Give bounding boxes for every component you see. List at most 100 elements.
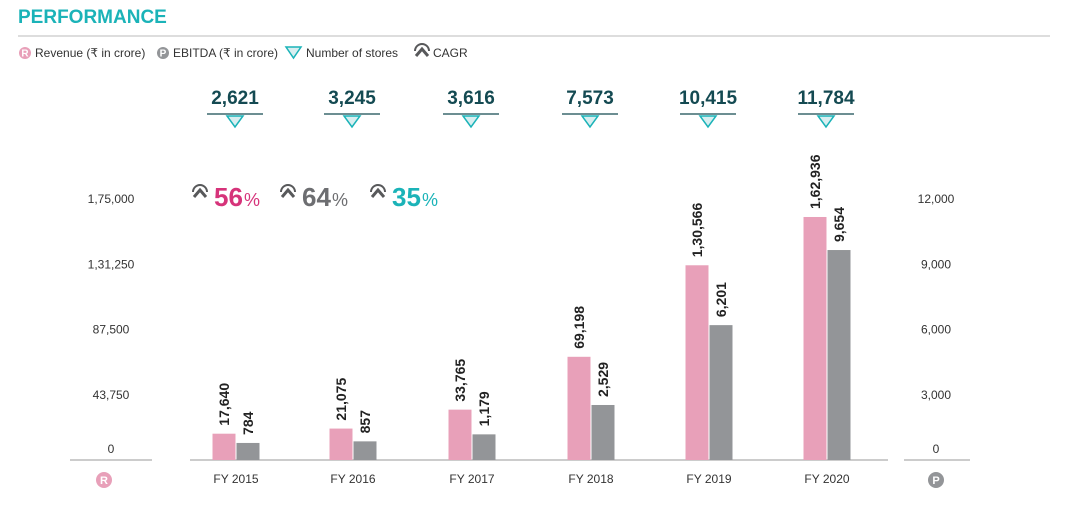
legend-label-revenue: Revenue (₹ in crore) — [35, 46, 145, 60]
legend-label-cagr: CAGR — [433, 46, 468, 60]
cagr-percent-sign: % — [422, 190, 438, 210]
revenue-bar — [567, 356, 591, 460]
right-axis: 0 3,000 6,000 9,000 12,000 — [918, 192, 955, 456]
right-axis-tick-label: 9,000 — [921, 257, 951, 271]
store-count-value: 2,621 — [211, 88, 259, 109]
category-label: FY 2020 — [804, 472, 849, 486]
left-axis-badge-letter: R — [100, 475, 108, 487]
left-axis: 0 43,750 87,500 1,31,250 1,75,000 — [88, 192, 135, 456]
category-label: FY 2015 — [213, 472, 258, 486]
ebitda-bar-label: 857 — [357, 410, 373, 434]
ebitda-bar-label: 9,654 — [831, 207, 847, 242]
revenue-bar — [803, 216, 827, 460]
store-count-value: 11,784 — [797, 88, 854, 109]
ebitda-bar-label: 2,529 — [595, 362, 611, 397]
category-label: FY 2018 — [568, 472, 613, 486]
cagr-arrow-chevron — [280, 187, 296, 198]
category-label: FY 2016 — [330, 472, 375, 486]
revenue-bar-label: 17,640 — [216, 383, 232, 426]
ebitda-bar — [472, 434, 496, 460]
cagr-arrow-arc — [414, 43, 430, 52]
revenue-badge-icon — [19, 47, 31, 59]
cagr-percent-sign: % — [244, 190, 260, 210]
cagr-arrow-chevron — [414, 46, 430, 57]
cagr-arrow-chevron — [370, 187, 386, 198]
ebitda-bar — [709, 325, 733, 460]
cagr-item: 64% — [280, 182, 348, 212]
revenue-axis-badge-icon — [96, 472, 112, 488]
store-count-value: 3,616 — [447, 88, 495, 109]
cagr-percent-sign: % — [332, 190, 348, 210]
store-count-item: 3,245 — [324, 88, 380, 129]
right-axis-tick-label: 0 — [933, 442, 940, 456]
down-triangle-icon — [225, 115, 245, 129]
revenue-bar-label: 69,198 — [571, 306, 587, 349]
right-axis-badge-letter: P — [932, 475, 939, 487]
revenue-bar-label: 1,62,936 — [807, 154, 823, 209]
cagr-arrow-chevron — [192, 187, 208, 198]
legend-item-stores: Number of stores — [284, 46, 398, 60]
revenue-bar-label: 21,075 — [333, 378, 349, 421]
store-count-item: 7,573 — [562, 88, 618, 129]
ebitda-bar-label: 6,201 — [713, 282, 729, 317]
legend-label-ebitda: EBITDA (₹ in crore) — [173, 46, 278, 60]
store-count-item: 10,415 — [679, 88, 738, 129]
cagr-arrow-icon — [280, 184, 296, 198]
bar-labels: 17,640 784 21,075 857 33,765 1,179 69,198 2,529… — [216, 154, 847, 435]
left-axis-tick-label: 43,750 — [93, 388, 130, 402]
revenue-bar-label: 33,765 — [452, 359, 468, 402]
cagr-item: 56% — [192, 182, 260, 212]
revenue-bar — [329, 428, 353, 460]
legend-label-stores: Number of stores — [306, 46, 398, 60]
ebitda-bar-label: 1,179 — [476, 391, 492, 426]
right-axis-tick-label: 3,000 — [921, 388, 951, 402]
ebitda-axis-badge-icon — [928, 472, 944, 488]
cagr-arrow-arc — [370, 184, 386, 193]
category-label: FY 2017 — [449, 472, 494, 486]
store-count-item: 3,616 — [443, 88, 499, 129]
cagr-value: 64 — [302, 182, 331, 212]
revenue-bar — [448, 409, 472, 460]
left-axis-tick-label: 1,75,000 — [88, 192, 135, 206]
legend-item-ebitda: P EBITDA (₹ in crore) — [157, 46, 278, 60]
revenue-bar — [212, 433, 236, 460]
left-axis-tick-label: 0 — [108, 442, 115, 456]
revenue-badge-letter: R — [21, 49, 29, 60]
ebitda-bar-label: 784 — [240, 411, 256, 435]
revenue-bar — [685, 265, 709, 460]
cagr-arrow-icon — [192, 184, 208, 198]
cagr-value: 56 — [214, 182, 243, 212]
ebitda-bar — [591, 404, 615, 460]
store-count-item: 11,784 — [797, 88, 855, 129]
cagr-item: 35% — [370, 182, 438, 212]
cagr-arrow-arc — [280, 184, 296, 193]
store-count-value: 10,415 — [679, 88, 738, 109]
store-count-value: 3,245 — [328, 88, 376, 109]
down-triangle-icon — [284, 46, 303, 60]
ebitda-bar — [827, 250, 851, 460]
down-triangle-icon — [816, 115, 836, 129]
store-count-item: 2,621 — [207, 88, 263, 129]
right-axis-tick-label: 6,000 — [921, 323, 951, 337]
store-count-value: 7,573 — [566, 88, 614, 109]
category-labels: FY 2015 FY 2016 FY 2017 FY 2018 FY 2019 FY 20… — [213, 472, 849, 486]
ebitda-bar — [236, 442, 260, 460]
cagr-arrow-icon — [414, 43, 430, 57]
ebitda-badge-letter: P — [160, 49, 167, 60]
left-axis-tick-label: 1,31,250 — [88, 257, 135, 271]
legend-item-cagr: CAGR — [414, 43, 468, 60]
right-axis-badge: P — [928, 472, 944, 488]
cagr-arrow-arc — [192, 184, 208, 193]
bars — [212, 216, 851, 460]
left-axis-badge: R — [96, 472, 112, 488]
down-triangle-icon — [580, 115, 600, 129]
chart-title: PERFORMANCE — [18, 7, 167, 28]
right-axis-tick-label: 12,000 — [918, 192, 955, 206]
ebitda-badge-icon — [157, 47, 169, 59]
cagr-arrow-icon — [370, 184, 386, 198]
stores-row: 2,621 3,245 3,616 7,573 10,415 11,784 — [207, 88, 855, 129]
category-label: FY 2019 — [686, 472, 731, 486]
revenue-bar-label: 1,30,566 — [689, 203, 705, 258]
